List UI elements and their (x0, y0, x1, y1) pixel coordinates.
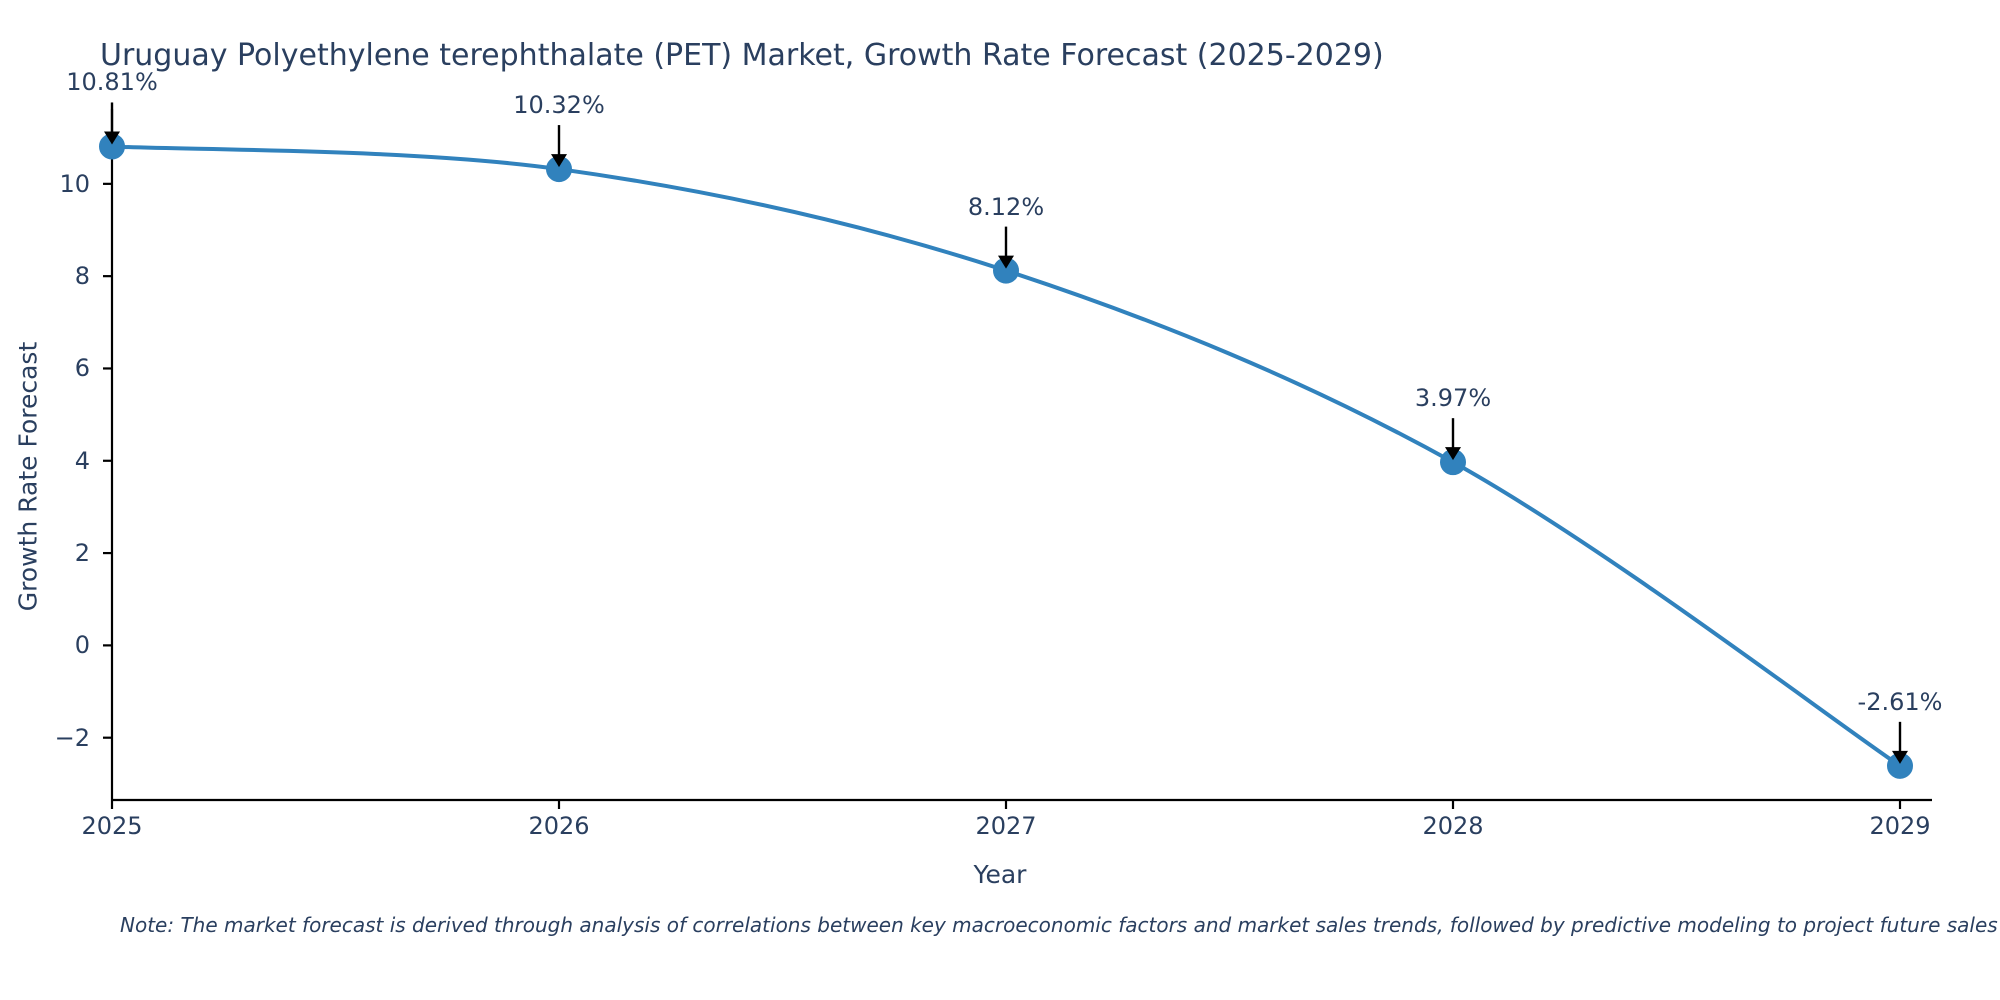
x-axis-title: Year (973, 860, 1027, 889)
footnote-text: Note: The market forecast is derived thr… (120, 913, 1998, 937)
y-tick-label: 2 (74, 539, 90, 568)
data-point-label: 3.97% (1414, 384, 1492, 413)
chart-title: Uruguay Polyethylene terephthalate (PET)… (100, 38, 1384, 73)
data-point-label: 10.32% (513, 91, 605, 120)
x-tick-label: 2025 (81, 812, 143, 840)
data-point-label: 8.12% (967, 192, 1045, 221)
data-point-markers[interactable] (99, 133, 1913, 779)
data-point-label: 10.81% (66, 68, 158, 97)
y-tick-label: 0 (74, 631, 90, 660)
y-tick-label: 8 (74, 262, 90, 291)
y-tick-label: −2 (54, 723, 90, 752)
y-tick-label: 10 (59, 169, 90, 198)
data-point-label: -2.61% (1857, 687, 1943, 716)
x-tick-label: 2029 (1869, 812, 1931, 840)
y-tick-label: 4 (74, 446, 90, 475)
x-tick-label: 2026 (528, 812, 590, 840)
axes-group (110, 109, 1932, 802)
x-tick-label: 2028 (1422, 812, 1484, 840)
y-tick-marks (103, 182, 112, 739)
y-tick-label: 6 (74, 354, 90, 383)
x-tick-label: 2027 (975, 812, 1037, 840)
annotation-arrows (104, 102, 1908, 764)
x-tick-marks (110, 800, 1902, 809)
